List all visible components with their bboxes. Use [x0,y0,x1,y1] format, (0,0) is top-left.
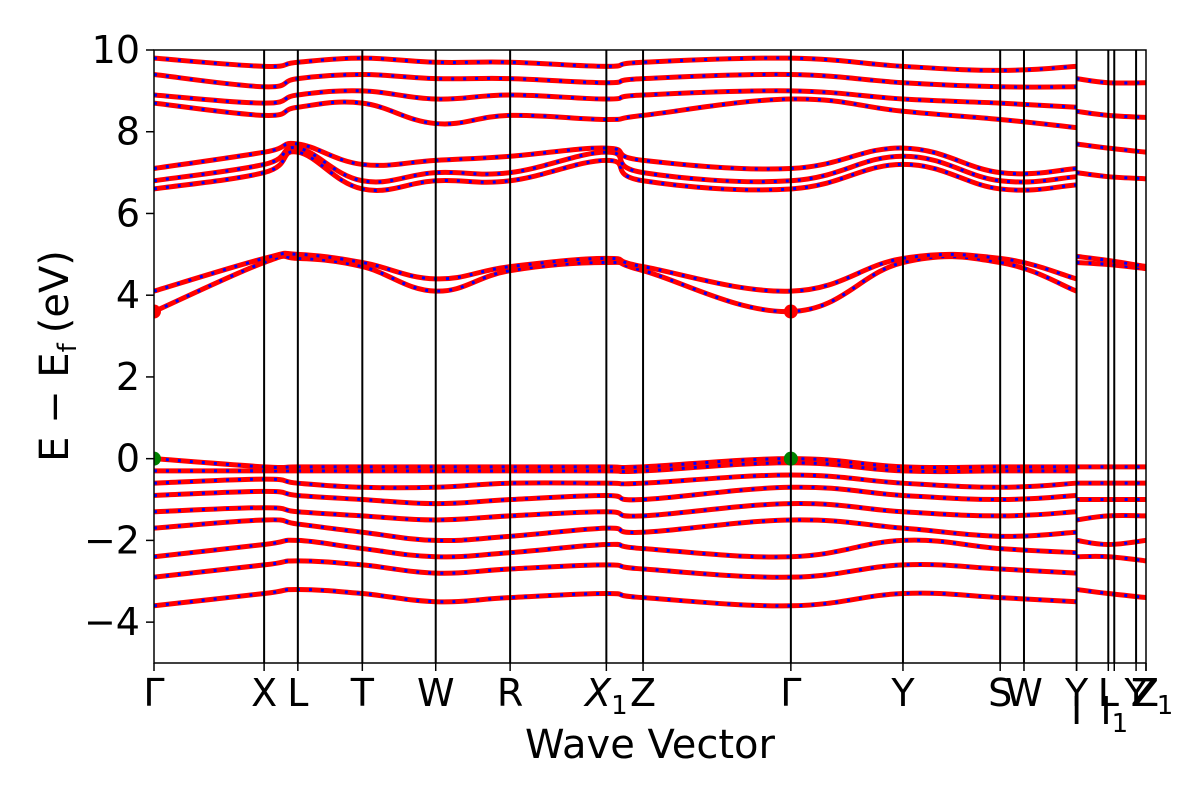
x-tick-label: W [417,671,455,715]
band-line-blue [1076,538,1146,546]
band-line-blue [1076,587,1146,600]
band-line-red [154,55,1077,73]
band-line-red [154,484,1077,507]
x-tick-label: X1 [583,671,628,721]
y-axis-title-sub: f [53,342,83,352]
band-line-red [154,88,1077,110]
band-line-red [154,517,1077,544]
x-tick-label: Z1 [1131,671,1174,721]
plot-frame [153,49,1147,664]
x-tick-label: X [251,671,277,715]
x-tick-label: L [287,671,308,715]
band-line-blue [154,97,1077,130]
x-tick-label: T [350,671,375,715]
band-line-blue [1076,171,1146,181]
y-tick-label: −2 [84,518,140,562]
band-line-red [154,501,1077,523]
band-line-red [154,586,1077,609]
band-line-blue [1076,109,1146,119]
x-tick-label: Γ [780,671,801,715]
y-axis-title-main: E − E [32,352,78,462]
x-axis-title: Wave Vector [525,722,776,768]
band-line-red [154,71,1077,90]
band-line-blue [154,587,1077,608]
band-line-red [154,537,1077,560]
x-tick-label: S [988,671,1012,715]
y-tick-label: 6 [116,191,140,235]
vbm-marker [154,451,161,466]
band-line-blue [1076,142,1146,154]
cbm-marker [154,304,161,319]
band-line-red [154,253,1078,315]
band-line-blue [1076,554,1146,563]
band-line-blue [1076,514,1146,522]
y-tick-label: 0 [116,437,140,481]
band-line-red [154,460,1077,475]
x-tick-label: R [497,671,523,715]
x-tick-label: I1 [1100,689,1128,739]
band-line-blue [154,559,1077,579]
x-tick-label: W [1005,671,1043,715]
y-axis-title: E − Ef (eV) [32,250,83,462]
band-line-blue [1076,77,1146,85]
y-tick-label: 2 [116,355,140,399]
band-line-blue [154,141,1077,176]
y-tick-label: 10 [92,28,140,72]
x-tick-label: Y [890,671,915,715]
x-tick-label: Y [1123,671,1148,715]
band-line-blue [154,251,1077,293]
y-tick-label: 8 [116,110,140,154]
band-line-blue [154,538,1077,559]
y-axis: −4 −2 0 2 4 6 8 10 [84,28,154,644]
x-tick-label: L [1098,671,1119,715]
x-tick-label: Y [1064,671,1089,715]
y-axis-title-unit: (eV) [32,250,78,333]
band-line-red [154,145,1077,185]
y-tick-label: −4 [84,600,140,644]
band-line-blue [154,254,1078,314]
x-tick-label: Z [630,671,656,715]
band-line-red [154,149,1077,193]
band-line-red [154,472,1077,491]
y-tick-label: 4 [116,273,140,317]
band-line-red [154,558,1077,580]
band-line-blue [1076,254,1146,269]
x-tick-label: Z [1133,671,1159,715]
x-tick-label: Γ [143,671,164,715]
x-tick-label: I [1071,689,1082,733]
band-line-red [154,456,1077,471]
